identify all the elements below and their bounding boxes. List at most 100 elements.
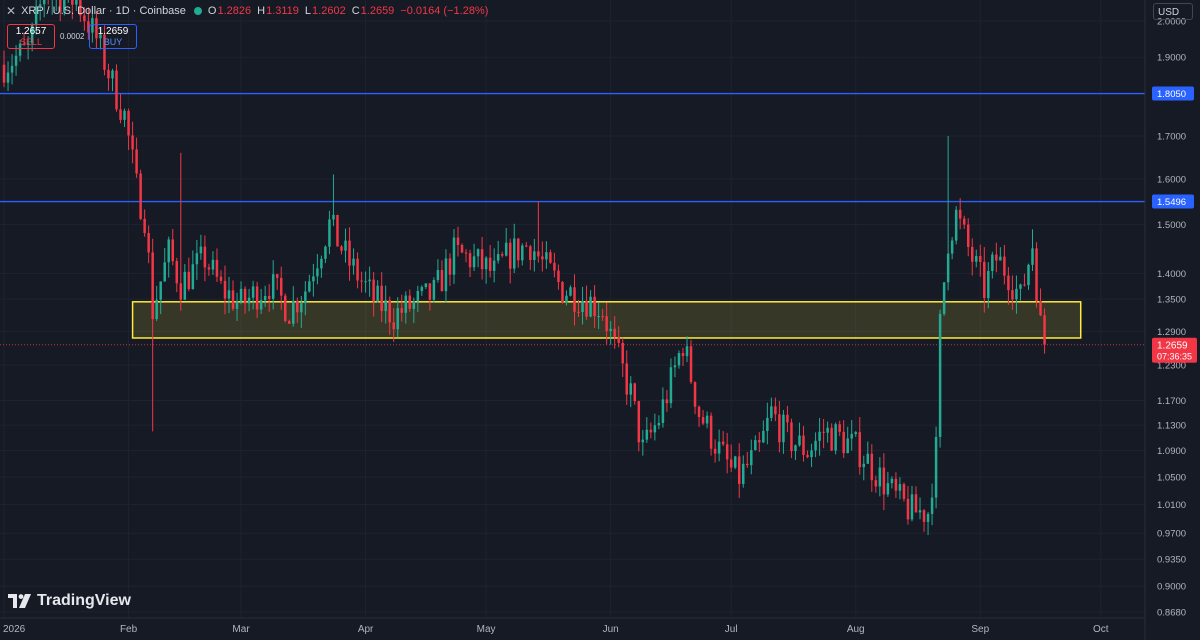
candle [794, 444, 797, 460]
candle [255, 281, 259, 318]
last-price-label: 1.2659 07:36:35 [1152, 337, 1197, 363]
currency-selector[interactable]: USD [1153, 3, 1193, 20]
candle [219, 270, 223, 284]
candle [30, 22, 34, 52]
candle-body [211, 259, 215, 270]
candle [444, 249, 448, 303]
candle [806, 450, 809, 459]
candle-body [155, 299, 158, 320]
symbol-title[interactable]: XRP / U.S. Dollar · 1D · Coinbase [21, 5, 186, 17]
close-icon[interactable]: ✕ [6, 4, 17, 18]
candle [127, 108, 130, 150]
candle-body [878, 467, 882, 487]
candle [621, 337, 624, 377]
candle-body [826, 427, 829, 433]
time-tick-label: May [477, 624, 496, 635]
buy-button[interactable]: 1.2659 BUY [89, 24, 137, 49]
candle-body [910, 494, 914, 520]
candle [480, 236, 484, 280]
candle-body [721, 441, 725, 445]
candle [750, 439, 753, 475]
candle [251, 280, 255, 310]
candle [183, 264, 187, 301]
candle [328, 210, 331, 255]
candle [107, 63, 110, 91]
candle-body [356, 258, 359, 281]
tradingview-logo-text: TradingView [37, 592, 131, 609]
candle-body [119, 109, 122, 120]
candle [384, 285, 387, 324]
price-tick-label: 1.1300 [1157, 421, 1186, 432]
candle-body [412, 301, 416, 309]
candle [669, 358, 673, 409]
candle [504, 228, 508, 257]
candle-body [838, 424, 841, 432]
candle [452, 229, 456, 284]
candle-body [59, 0, 62, 13]
candle [456, 226, 460, 257]
candle [472, 243, 476, 272]
candle-body [854, 432, 857, 435]
candle [408, 289, 412, 312]
candle [729, 444, 733, 473]
candle [87, 7, 90, 40]
horizontal-lines[interactable] [0, 92, 1145, 203]
candle [332, 174, 335, 226]
candle-body [918, 510, 922, 513]
candle-body [348, 240, 351, 266]
candle-body [460, 244, 464, 253]
candle [826, 421, 829, 443]
candle-body [794, 445, 797, 452]
candle-body [774, 406, 777, 415]
candle [605, 302, 608, 345]
candle-body [432, 280, 436, 300]
candle [187, 257, 191, 292]
candle-body [621, 342, 624, 364]
candle [304, 281, 307, 316]
candle-body [1031, 248, 1034, 265]
candle [966, 218, 970, 257]
candle [22, 32, 26, 46]
sell-button[interactable]: 1.2657 SELL [7, 24, 55, 49]
candle-body [802, 435, 805, 455]
candle-body [673, 365, 677, 368]
candle-body [324, 246, 327, 259]
candle-body [275, 274, 279, 278]
candle [697, 405, 701, 428]
candle [400, 294, 404, 322]
candle [601, 308, 604, 321]
candle-body [814, 440, 817, 451]
price-axis[interactable]: 2.0000 1.9000 1.7000 1.6000 1.5000 1.4000 1.35… [1157, 16, 1186, 618]
candle-body [38, 4, 42, 7]
candle [71, 0, 74, 20]
candle [689, 340, 693, 385]
candle-body [870, 453, 874, 481]
candle [778, 400, 781, 453]
candle [946, 135, 950, 291]
candle [898, 477, 902, 500]
candle-body [874, 480, 878, 487]
candle-body [991, 254, 994, 271]
candle-body [247, 297, 251, 304]
candle [661, 387, 665, 428]
candle-body [22, 43, 26, 45]
candle [75, 0, 78, 12]
candle-body [34, 6, 38, 25]
candle-body [882, 467, 886, 495]
candle-body [444, 258, 448, 292]
candle [1039, 288, 1042, 317]
candle [195, 239, 199, 280]
candle-body [392, 322, 395, 330]
time-axis[interactable]: 2026 Feb Mar Apr May Jun Jul Aug Sep Oct [3, 624, 1109, 635]
candle [279, 266, 283, 310]
price-tick-label: 2.0000 [1157, 16, 1186, 27]
candle-body [235, 301, 239, 309]
candle-body [613, 328, 616, 337]
candle-body [914, 494, 918, 513]
candle-body [139, 173, 142, 219]
candle-body [171, 239, 175, 262]
candle-body [215, 259, 219, 277]
candle-body [557, 270, 560, 283]
candle-body [1023, 284, 1026, 286]
